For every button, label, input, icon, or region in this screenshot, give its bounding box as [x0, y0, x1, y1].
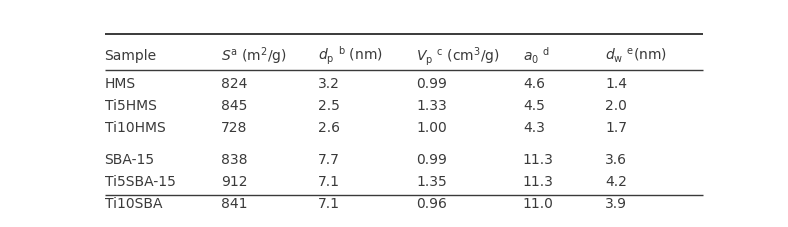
Text: 11.3: 11.3 — [523, 153, 554, 167]
Text: 1.00: 1.00 — [416, 121, 447, 135]
Text: 4.2: 4.2 — [605, 175, 627, 189]
Text: $d_\mathrm{p}\ ^{\mathrm{b}}$ (nm): $d_\mathrm{p}\ ^{\mathrm{b}}$ (nm) — [318, 45, 383, 67]
Text: 4.5: 4.5 — [523, 99, 545, 113]
Text: 7.1: 7.1 — [318, 197, 340, 211]
Text: 3.2: 3.2 — [318, 77, 340, 91]
Text: 3.6: 3.6 — [605, 153, 627, 167]
Text: 4.6: 4.6 — [523, 77, 545, 91]
Text: 841: 841 — [221, 197, 247, 211]
Text: 2.0: 2.0 — [605, 99, 627, 113]
Text: 2.6: 2.6 — [318, 121, 340, 135]
Text: 1.33: 1.33 — [416, 99, 447, 113]
Text: $d_\mathrm{w}\ ^{\mathrm{e}}$(nm): $d_\mathrm{w}\ ^{\mathrm{e}}$(nm) — [605, 47, 667, 65]
Text: 4.3: 4.3 — [523, 121, 545, 135]
Text: 1.4: 1.4 — [605, 77, 627, 91]
Text: 7.7: 7.7 — [318, 153, 340, 167]
Text: $V_\mathrm{p}\ ^{\mathrm{c}}$ (cm$^3$/g): $V_\mathrm{p}\ ^{\mathrm{c}}$ (cm$^3$/g) — [416, 45, 500, 67]
Text: 2.5: 2.5 — [318, 99, 340, 113]
Text: 728: 728 — [221, 121, 247, 135]
Text: Ti10HMS: Ti10HMS — [105, 121, 165, 135]
Text: Ti10SBA: Ti10SBA — [105, 197, 162, 211]
Text: 824: 824 — [221, 77, 247, 91]
Text: 838: 838 — [221, 153, 247, 167]
Text: 912: 912 — [221, 175, 247, 189]
Text: 0.99: 0.99 — [416, 153, 447, 167]
Text: Sample: Sample — [105, 49, 157, 63]
Text: 11.0: 11.0 — [523, 197, 554, 211]
Text: 11.3: 11.3 — [523, 175, 554, 189]
Text: $S^\mathrm{a}$ (m$^2$/g): $S^\mathrm{a}$ (m$^2$/g) — [221, 45, 287, 67]
Text: 1.7: 1.7 — [605, 121, 627, 135]
Text: Ti5SBA-15: Ti5SBA-15 — [105, 175, 176, 189]
Text: HMS: HMS — [105, 77, 136, 91]
Text: $a_0\ ^{\mathrm{d}}$: $a_0\ ^{\mathrm{d}}$ — [523, 46, 550, 66]
Text: 7.1: 7.1 — [318, 175, 340, 189]
Text: 845: 845 — [221, 99, 247, 113]
Text: 0.99: 0.99 — [416, 77, 447, 91]
Text: 3.9: 3.9 — [605, 197, 627, 211]
Text: 1.35: 1.35 — [416, 175, 447, 189]
Text: Ti5HMS: Ti5HMS — [105, 99, 157, 113]
Text: 0.96: 0.96 — [416, 197, 447, 211]
Text: SBA-15: SBA-15 — [105, 153, 154, 167]
